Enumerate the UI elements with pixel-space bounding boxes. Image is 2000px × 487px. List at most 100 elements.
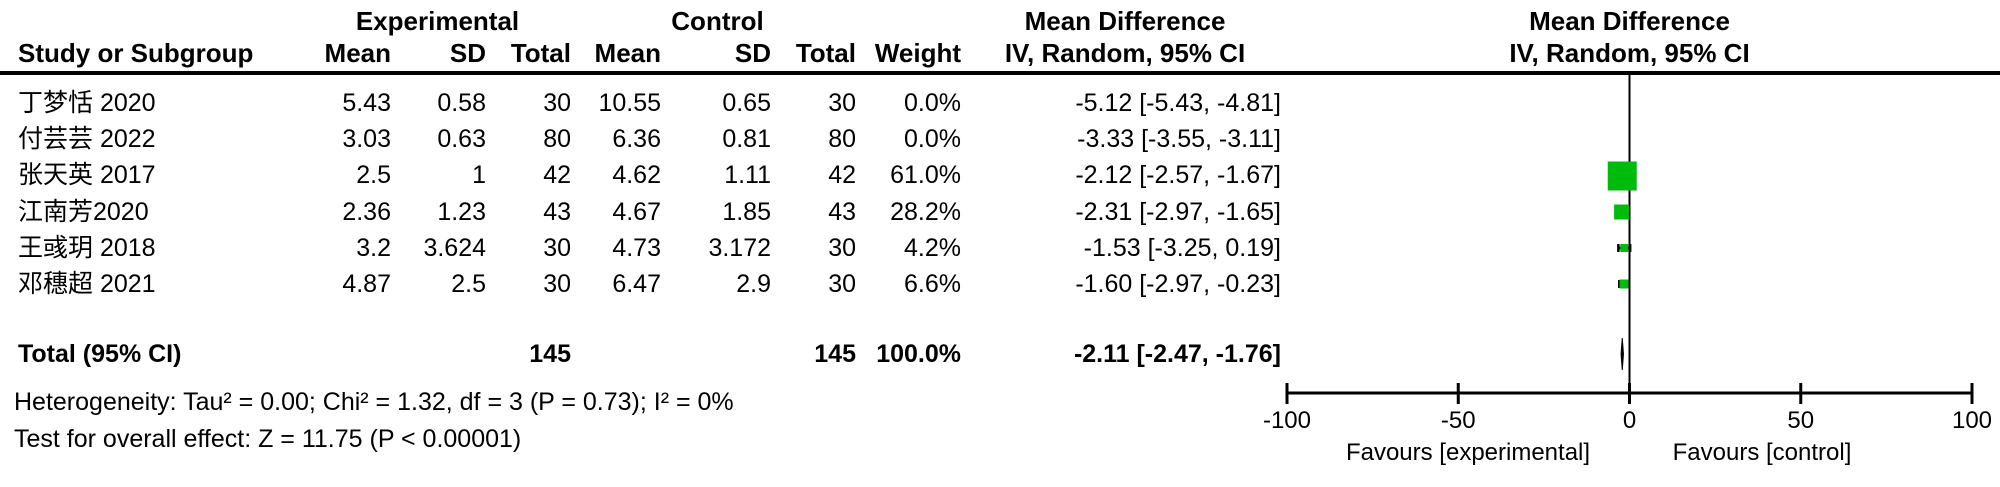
weight-cell: 0.0% — [904, 89, 961, 117]
sd-ctl-cell: 1.85 — [722, 197, 771, 226]
mean-exp-cell: 2.36 — [342, 197, 391, 226]
weight-square — [1620, 244, 1629, 252]
mean-ctl-cell: 4.67 — [612, 197, 661, 226]
sd-exp-cell: 0.63 — [437, 125, 486, 154]
col-header-mean-ctl: Mean — [594, 38, 661, 68]
study-cell: 王彧玥 2018 — [18, 233, 156, 262]
total-ctl-cell: 42 — [828, 161, 856, 190]
axis-tick-label: -50 — [1441, 407, 1476, 434]
group-header-mean-difference-left: Mean Difference — [1024, 6, 1226, 36]
axis-tick-label: 50 — [1787, 407, 1814, 434]
favours-control-label: Favours [control] — [1673, 439, 1852, 466]
md-ci-cell: -1.60 [-2.97, -0.23] — [1075, 269, 1281, 298]
col-header-sd-ctl: SD — [734, 38, 771, 68]
total-exp-cell: 30 — [543, 233, 571, 262]
favours-experimental-label: Favours [experimental] — [1346, 439, 1590, 466]
col-header-iv-random-right: IV, Random, 95% CI — [1509, 38, 1750, 68]
col-header-total-ctl: Total — [795, 38, 856, 68]
weight-cell: 28.2% — [890, 197, 961, 226]
col-header-study: Study or Subgroup — [18, 38, 254, 68]
col-header-iv-random-left: IV, Random, 95% CI — [1004, 38, 1246, 68]
mean-ctl-cell: 6.47 — [612, 269, 661, 298]
table-row: 丁梦恬 2020 5.43 0.58 30 10.55 0.65 30 0.0% -5.12 [… — [0, 85, 1285, 121]
group-header-control: Control — [671, 6, 764, 36]
col-header-mean-exp: Mean — [324, 38, 391, 68]
weight-cell: 6.6% — [904, 269, 961, 298]
total-ctl-cell: 80 — [828, 125, 856, 154]
study-cell: 付芸芸 2022 — [18, 125, 156, 154]
total-exp-cell: 80 — [543, 125, 571, 154]
sd-ctl-cell: 3.172 — [708, 233, 771, 262]
total-exp-cell: 43 — [543, 197, 571, 226]
axis-tick-label: 100 — [1952, 407, 1992, 434]
heterogeneity-note: Heterogeneity: Tau² = 0.00; Chi² = 1.32,… — [14, 388, 734, 416]
table-row: 王彧玥 2018 3.2 3.624 30 4.73 3.172 30 4.2% -1.53 [… — [0, 230, 1285, 266]
sd-exp-cell: 1 — [472, 161, 486, 190]
weight-square — [1607, 161, 1637, 191]
mean-exp-cell: 3.2 — [356, 233, 391, 262]
weight-cell: 61.0% — [890, 161, 961, 190]
sd-ctl-cell: 2.9 — [736, 269, 771, 298]
group-header-mean-difference-right: Mean Difference — [1529, 6, 1730, 36]
sd-exp-cell: 3.624 — [423, 233, 486, 262]
study-cell: 江南芳2020 — [18, 197, 149, 226]
mean-ctl-cell: 4.73 — [612, 233, 661, 262]
study-rows: 丁梦恬 2020 5.43 0.58 30 10.55 0.65 30 0.0% -5.12 [… — [0, 85, 1285, 302]
mean-ctl-cell: 10.55 — [598, 89, 661, 117]
weight-cell: 0.0% — [904, 125, 961, 154]
study-cell: 丁梦恬 2020 — [18, 89, 156, 117]
total-ctl-cell: 43 — [828, 197, 856, 226]
mean-exp-cell: 3.03 — [342, 125, 391, 154]
total-md-ci: -2.11 [-2.47, -1.76] — [1073, 340, 1281, 368]
overall-effect-note: Test for overall effect: Z = 11.75 (P < … — [14, 425, 522, 453]
total-diamond — [1620, 337, 1624, 371]
weight-cell: 4.2% — [904, 233, 961, 262]
total-n-control: 145 — [814, 340, 856, 368]
md-ci-cell: -2.12 [-2.57, -1.67] — [1075, 161, 1281, 190]
weight-square — [1619, 279, 1629, 289]
study-cell: 邓穗超 2021 — [18, 269, 156, 298]
total-ctl-cell: 30 — [828, 269, 856, 298]
mean-ctl-cell: 4.62 — [612, 161, 661, 190]
total-exp-cell: 30 — [543, 89, 571, 117]
col-header-sd-exp: SD — [449, 38, 486, 68]
col-header-total-exp: Total — [510, 38, 571, 68]
md-ci-cell: -2.31 [-2.97, -1.65] — [1075, 197, 1281, 226]
md-ci-cell: -3.33 [-3.55, -3.11] — [1077, 125, 1281, 154]
total-ctl-cell: 30 — [828, 233, 856, 262]
sd-ctl-cell: 0.81 — [722, 125, 771, 154]
axis-tick-label: 0 — [1623, 407, 1636, 434]
column-header-row: Study or Subgroup Mean SD Total Mean SD … — [0, 38, 1285, 68]
group-header-experimental: Experimental — [355, 6, 520, 36]
mean-exp-cell: 4.87 — [342, 269, 391, 298]
study-cell: 张天英 2017 — [18, 161, 156, 190]
sd-exp-cell: 0.58 — [437, 89, 486, 117]
weight-square — [1614, 204, 1630, 220]
table-row: 邓穗超 2021 4.87 2.5 30 6.47 2.9 30 6.6% -1.60 [-2.… — [0, 266, 1285, 302]
mean-exp-cell: 2.5 — [356, 161, 391, 190]
table-row: 付芸芸 2022 3.03 0.63 80 6.36 0.81 80 0.0% -3.33 [-… — [0, 121, 1285, 157]
header-divider-rule — [0, 71, 2000, 75]
total-exp-cell: 42 — [543, 161, 571, 190]
total-weight: 100.0% — [876, 340, 961, 368]
total-row: Total (95% CI) 145 145 100.0% -2.11 [-2.… — [0, 336, 1285, 372]
col-header-weight: Weight — [874, 38, 961, 68]
table-row: 张天英 2017 2.5 1 42 4.62 1.11 42 61.0% -2.12 [-2.5… — [0, 157, 1285, 193]
mean-ctl-cell: 6.36 — [612, 125, 661, 154]
column-header-row-plot: IV, Random, 95% CI — [1284, 38, 1975, 68]
sd-ctl-cell: 0.65 — [722, 89, 771, 117]
md-ci-cell: -5.12 [-5.43, -4.81] — [1075, 89, 1281, 117]
sd-ctl-cell: 1.11 — [724, 161, 771, 190]
sd-exp-cell: 1.23 — [437, 197, 486, 226]
table-row: 江南芳2020 2.36 1.23 43 4.67 1.85 43 28.2% -2.31 [-… — [0, 194, 1285, 230]
total-exp-cell: 30 — [543, 269, 571, 298]
sd-exp-cell: 2.5 — [451, 269, 486, 298]
mean-exp-cell: 5.43 — [342, 89, 391, 117]
axis-tick-label: -100 — [1263, 407, 1311, 434]
total-n-experimental: 145 — [529, 340, 571, 368]
total-label: Total (95% CI) — [18, 340, 182, 368]
total-ctl-cell: 30 — [828, 89, 856, 117]
md-ci-cell: -1.53 [-3.25, 0.19] — [1083, 233, 1281, 262]
